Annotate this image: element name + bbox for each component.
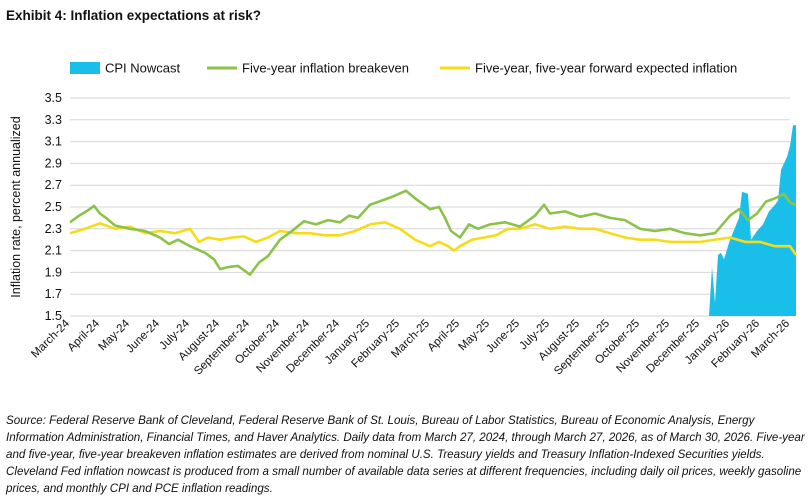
x-tick-label: April-25 [426,318,463,355]
y-tick-label: 1.7 [45,287,62,301]
legend-label: CPI Nowcast [105,61,181,76]
y-tick-label: 3.5 [45,91,62,105]
series-group [69,125,798,316]
legend-label: Five-year, five-year forward expected in… [475,61,737,76]
y-tick-label: 2.9 [45,156,62,170]
y-tick-label: 1.9 [45,265,62,279]
inflation-chart: 1.5 1.7 1.9 2.1 2.3 2.5 2.7 2.9 3.1 3.3 3.5 March-… [9,61,798,378]
legend: CPI Nowcast Five-year inflation breakeven… [70,61,737,76]
x-tick-label: June-24 [124,317,162,355]
y-tick-label: 3.1 [45,135,62,149]
y-tick-label: 2.7 [45,178,62,192]
x-tick-label: June-25 [484,318,522,356]
series-breakeven-inflation [69,189,797,276]
y-tick-label: 3.3 [45,113,62,127]
x-tick-label: April-24 [66,317,103,354]
y-axis-label: Inflation rate, percent annualized [9,116,23,297]
y-tick-label: 2.1 [45,244,62,258]
y-tick-label: 2.5 [45,200,62,214]
source-note: Source: Federal Reserve Bank of Clevelan… [6,414,805,495]
x-axis-ticks: March-24April-24May-24June-24July-24Augu… [29,317,792,377]
y-tick-label: 2.3 [45,222,62,236]
series-forward-inflation [69,221,798,256]
series-cpi-nowcast [709,125,796,316]
legend-swatch-nowcast [70,62,100,74]
y-tick-label: 1.5 [45,309,62,323]
gridlines [70,97,790,317]
legend-label: Five-year inflation breakeven [242,61,409,76]
y-axis-ticks: 1.5 1.7 1.9 2.1 2.3 2.5 2.7 2.9 3.1 3.3 3.5 [45,91,62,323]
chart-title: Exhibit 4: Inflation expectations at ris… [6,8,262,23]
x-tick-label: March-24 [29,317,72,360]
